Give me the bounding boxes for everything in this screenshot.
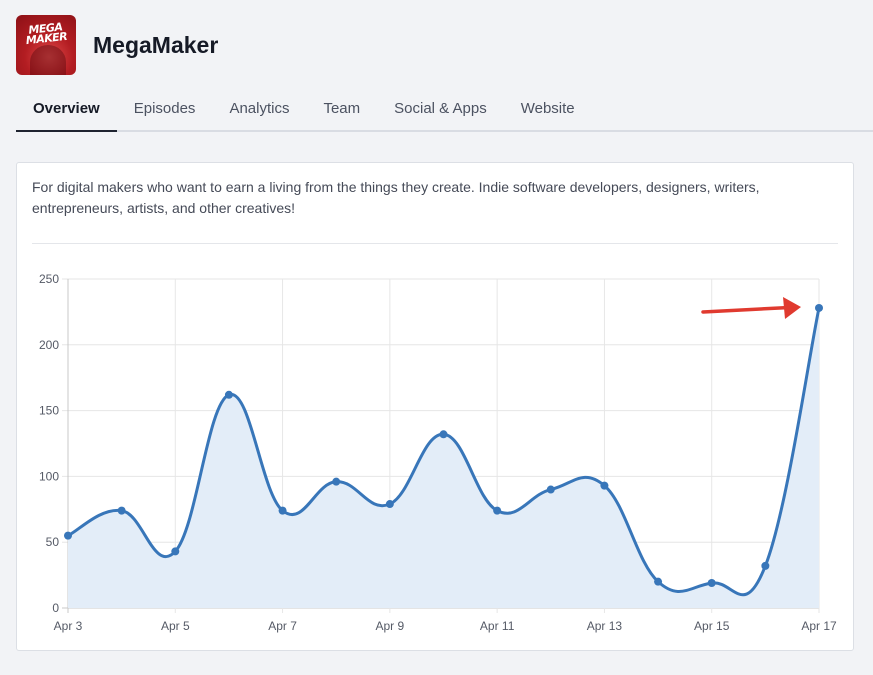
x-tick-label: Apr 5 xyxy=(161,619,190,633)
y-tick-label: 0 xyxy=(52,601,59,615)
data-point xyxy=(171,547,180,556)
x-tick-label: Apr 17 xyxy=(801,619,837,633)
tab-analytics[interactable]: Analytics xyxy=(229,100,290,117)
tab-team[interactable]: Team xyxy=(323,100,361,117)
y-tick-label: 100 xyxy=(39,469,59,483)
series-area xyxy=(68,307,819,608)
tab-episodes[interactable]: Episodes xyxy=(133,100,196,117)
data-point xyxy=(654,577,663,586)
tab-website[interactable]: Website xyxy=(520,100,575,117)
podcast-title: MegaMaker xyxy=(93,31,219,58)
y-tick-label: 250 xyxy=(39,272,59,286)
podcast-description: For digital makers who want to earn a li… xyxy=(32,179,760,216)
annotation-arrow-head xyxy=(783,296,801,319)
divider xyxy=(32,243,838,244)
downloads-chart: 0 50 100 150 200 250 Apr 3 Apr 5 Apr 7 Apr 9 Apr 1… xyxy=(39,272,837,633)
data-point xyxy=(546,485,555,494)
data-point xyxy=(332,477,341,486)
y-tick-label: 200 xyxy=(39,338,59,352)
logo-lettering: MEGA MAKER xyxy=(25,20,68,48)
y-tick-label: 50 xyxy=(46,535,60,549)
x-tick-label: Apr 13 xyxy=(587,619,623,633)
data-point xyxy=(600,481,609,490)
x-tick-label: Apr 3 xyxy=(54,619,83,633)
data-point xyxy=(439,430,448,439)
data-point xyxy=(385,500,394,509)
y-tick-label: 150 xyxy=(39,404,59,418)
overview-card: For digital makers who want to earn a li… xyxy=(16,162,854,651)
data-point xyxy=(815,303,823,312)
data-point xyxy=(278,506,287,515)
x-tick-label: Apr 11 xyxy=(480,619,515,633)
x-tick-label: Apr 15 xyxy=(694,619,730,633)
x-tick-label: Apr 9 xyxy=(376,619,405,633)
x-tick-label: Apr 7 xyxy=(268,619,297,633)
tab-bar: Overview Episodes Analytics Team Social … xyxy=(16,88,873,132)
data-point xyxy=(117,506,126,515)
tab-social-apps[interactable]: Social & Apps xyxy=(394,100,487,117)
data-point xyxy=(707,578,716,587)
logo-figure xyxy=(30,45,66,75)
data-point xyxy=(224,390,233,399)
tab-overview[interactable]: Overview xyxy=(16,88,117,132)
annotation-arrow-shaft xyxy=(701,305,789,314)
podcast-logo[interactable]: MEGA MAKER xyxy=(16,15,76,75)
data-point xyxy=(64,531,72,540)
data-point xyxy=(761,561,770,570)
data-point xyxy=(493,506,502,515)
header: MEGA MAKER MegaMaker xyxy=(16,15,218,75)
